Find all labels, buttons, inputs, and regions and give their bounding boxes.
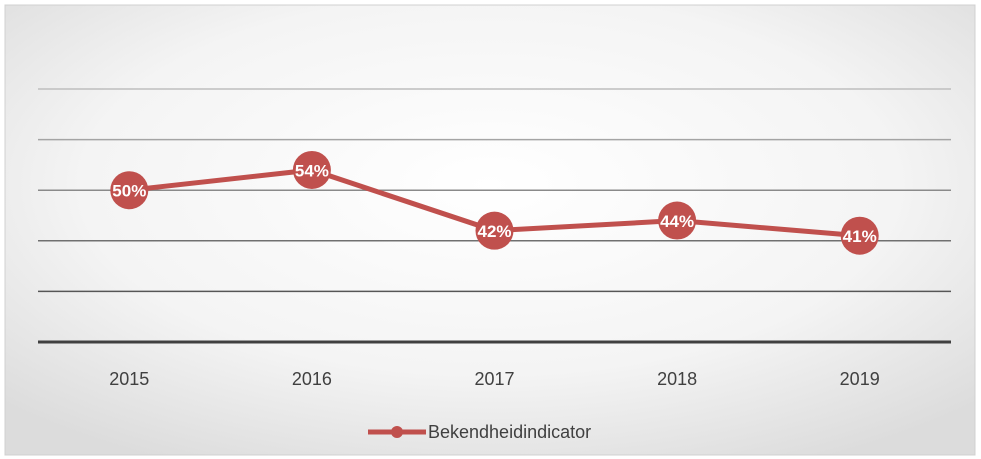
data-label: 50% [112,182,146,201]
x-tick-label: 2018 [657,369,697,389]
x-tick-label: 2015 [109,369,149,389]
data-label: 44% [660,212,694,231]
data-label: 41% [843,227,877,246]
legend-marker [391,426,403,438]
marker [110,171,149,210]
marker [658,201,697,240]
marker [475,211,514,250]
x-tick-label: 2019 [840,369,880,389]
marker [292,150,331,189]
marker [840,216,879,255]
x-tick-label: 2016 [292,369,332,389]
x-tick-label: 2017 [474,369,514,389]
legend-label: Bekendheidindicator [428,422,591,442]
data-label: 42% [477,222,511,241]
data-label: 54% [295,161,329,180]
